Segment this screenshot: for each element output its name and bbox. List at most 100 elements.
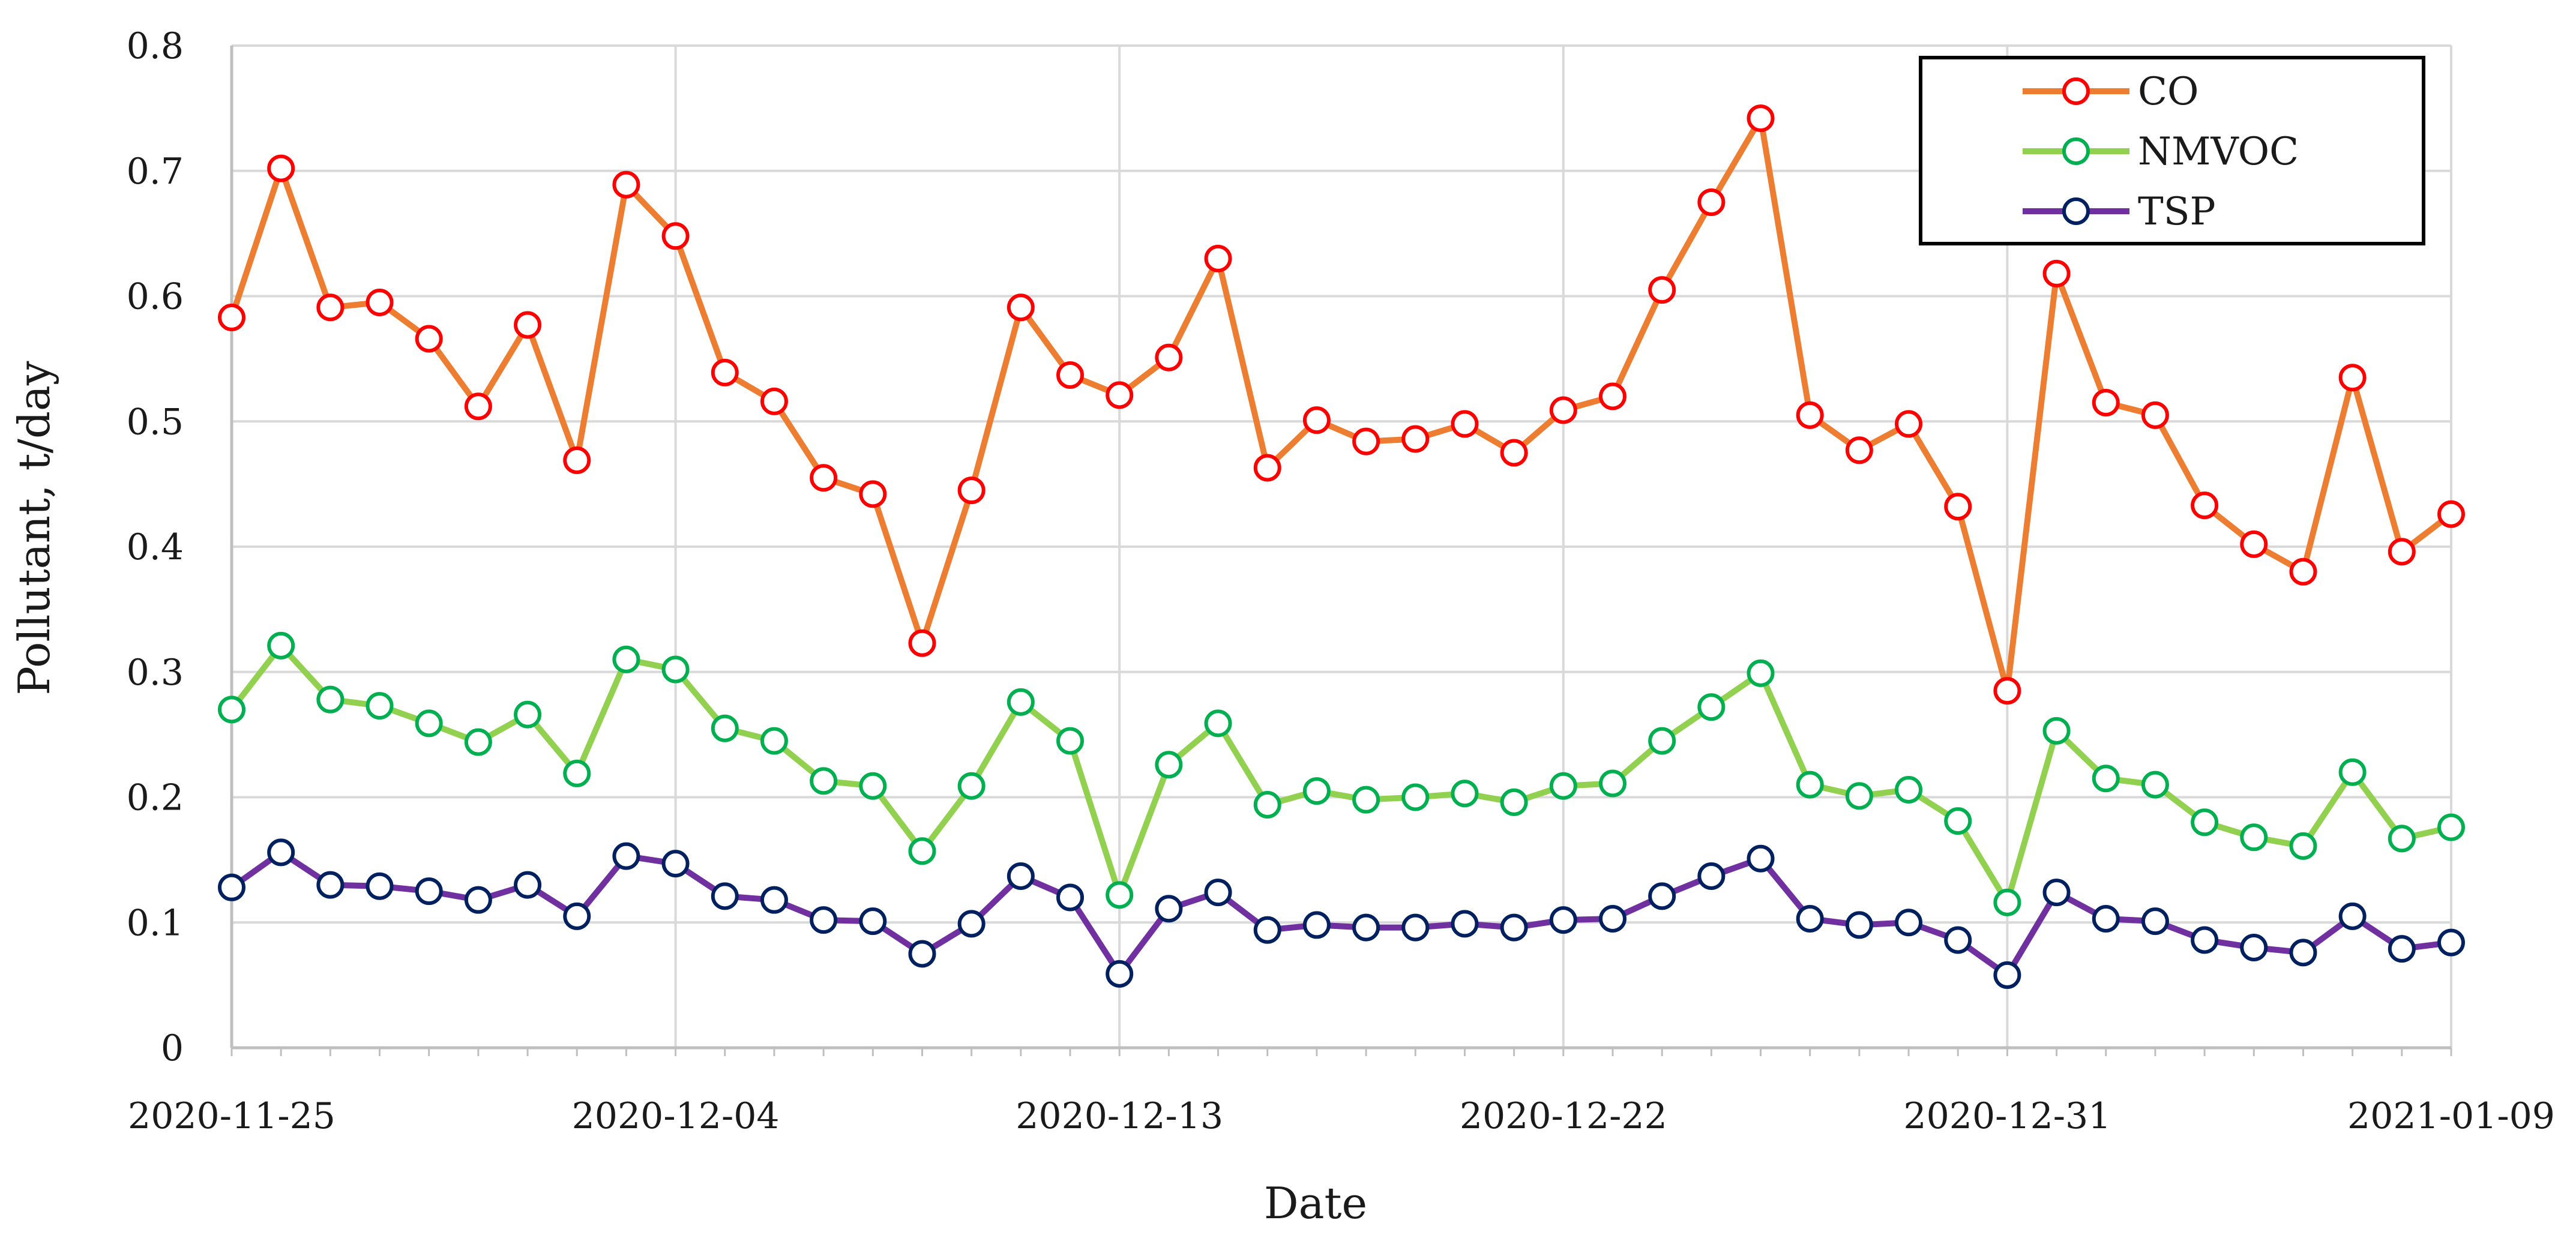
data-point-tsp [1598, 904, 1627, 933]
data-point-co [612, 170, 640, 199]
data-point-nmvoc [1598, 769, 1627, 798]
y-tick-label: 0.8 [127, 25, 184, 67]
legend: CO NMVOC TSP [1919, 56, 2425, 245]
y-tick-label: 0.7 [127, 151, 184, 193]
data-point-nmvoc [1302, 777, 1331, 805]
data-point-co [1549, 396, 1577, 424]
data-point-co [218, 303, 245, 331]
data-point-nmvoc [1106, 881, 1134, 909]
data-point-nmvoc [612, 645, 640, 673]
data-point-tsp [366, 872, 394, 900]
y-tick-label: 0.1 [127, 902, 184, 944]
data-point-tsp [1944, 926, 1972, 954]
data-point-co [2388, 538, 2416, 566]
data-point-nmvoc [1747, 659, 1775, 687]
data-point-co [2092, 388, 2120, 416]
data-point-co [1500, 439, 1528, 467]
data-point-nmvoc [1451, 780, 1479, 808]
data-point-nmvoc [1993, 888, 2021, 916]
data-point-tsp [415, 877, 443, 906]
series-nmvoc [218, 631, 2465, 916]
data-point-tsp [267, 838, 295, 867]
series-co [218, 104, 2465, 705]
data-point-nmvoc [957, 772, 986, 800]
data-point-nmvoc [661, 655, 690, 684]
data-point-nmvoc [1697, 693, 1726, 721]
legend-item-nmvoc: NMVOC [2023, 130, 2299, 174]
data-point-tsp [2289, 939, 2317, 967]
data-point-nmvoc [1500, 788, 1528, 816]
data-point-nmvoc [1648, 727, 1676, 755]
data-point-co [2141, 401, 2169, 429]
y-tick-label: 0.2 [127, 777, 184, 819]
data-point-co [859, 480, 887, 508]
data-point-nmvoc [1056, 727, 1085, 755]
data-point-nmvoc [366, 692, 394, 720]
data-point-tsp [1451, 910, 1479, 938]
data-point-tsp [1204, 879, 1232, 907]
x-tick-label: 2020-11-25 [128, 1095, 336, 1137]
data-point-nmvoc [2388, 825, 2416, 853]
series-line-tsp [229, 849, 2454, 978]
data-point-co [2437, 500, 2465, 528]
data-point-tsp [1155, 895, 1183, 923]
data-point-co [1253, 454, 1281, 482]
data-point-co [1451, 410, 1479, 438]
data-point-nmvoc [563, 759, 591, 787]
legend-label: CO [2138, 70, 2198, 114]
data-point-nmvoc [2191, 808, 2219, 837]
data-point-tsp [2141, 907, 2169, 936]
data-point-co [1007, 293, 1035, 322]
data-point-tsp [2338, 902, 2367, 930]
data-point-tsp [1007, 862, 1035, 891]
series-line-nmvoc [229, 642, 2454, 906]
data-point-nmvoc [760, 727, 788, 755]
data-point-tsp [760, 886, 788, 914]
data-point-nmvoc [859, 772, 887, 800]
data-point-co [1944, 493, 1972, 521]
data-point-tsp [711, 882, 739, 910]
data-point-tsp [1796, 904, 1824, 933]
data-point-co [1598, 382, 1627, 410]
data-point-co [1155, 343, 1183, 371]
data-point-tsp [1500, 913, 1528, 942]
data-point-nmvoc [2042, 717, 2071, 745]
data-point-nmvoc [1253, 791, 1281, 819]
data-point-nmvoc [415, 709, 443, 738]
data-point-co [316, 293, 345, 322]
data-point-nmvoc [2141, 771, 2169, 799]
series-tsp [218, 838, 2465, 989]
data-point-co [1845, 436, 1873, 464]
data-point-co [1796, 401, 1824, 429]
data-point-co [1056, 361, 1085, 389]
data-point-tsp [2240, 934, 2268, 961]
data-point-tsp [316, 871, 345, 899]
data-point-tsp [810, 906, 838, 934]
data-point-tsp [1302, 911, 1331, 939]
x-tick-label: 2020-12-04 [572, 1095, 780, 1137]
data-point-nmvoc [267, 631, 295, 660]
x-tick-label: 2020-12-31 [1903, 1095, 2111, 1137]
legend-item-tsp: TSP [2023, 190, 2216, 234]
data-point-nmvoc [2289, 832, 2317, 860]
series [218, 104, 2465, 989]
data-point-tsp [2437, 928, 2465, 957]
data-point-co [1106, 381, 1134, 409]
data-point-tsp [612, 842, 640, 870]
data-point-co [810, 464, 838, 492]
data-point-co [1993, 677, 2021, 705]
data-point-nmvoc [1204, 709, 1232, 738]
data-point-co [563, 446, 591, 474]
data-point-tsp [2092, 904, 2120, 933]
data-point-tsp [1253, 916, 1281, 944]
data-point-co [2191, 491, 2219, 520]
data-point-tsp [859, 907, 887, 936]
tick-labels: 0 0.1 0.2 0.3 0.4 0.5 0.6 0.7 0.8 2020-11-25 2020-… [127, 25, 2555, 1137]
x-tick-label: 2020-12-13 [1016, 1095, 1223, 1137]
y-tick-label: 0 [161, 1027, 184, 1069]
data-point-nmvoc [1796, 771, 1824, 799]
legend-marker [2062, 197, 2090, 225]
data-point-nmvoc [810, 767, 838, 795]
data-point-tsp [1895, 909, 1923, 937]
